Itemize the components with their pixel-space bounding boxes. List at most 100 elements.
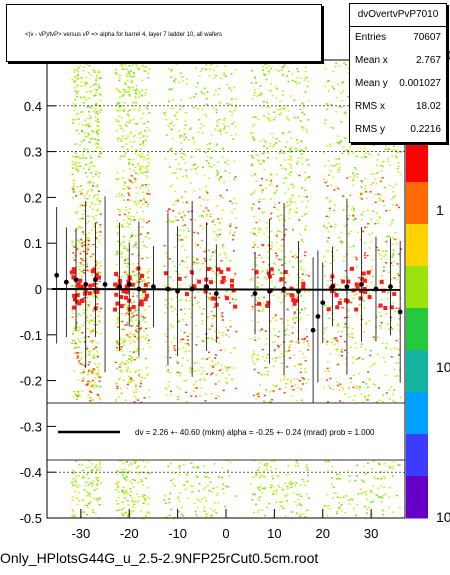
color-scale-segment xyxy=(406,165,428,170)
red-marker xyxy=(71,305,76,310)
red-marker xyxy=(72,297,77,302)
red-marker xyxy=(358,296,363,301)
color-scale-segment xyxy=(406,450,428,456)
color-scale-segment xyxy=(406,291,428,296)
red-marker xyxy=(131,305,136,310)
color-scale-segment xyxy=(406,400,428,406)
color-scale-segment xyxy=(406,379,428,385)
red-marker xyxy=(283,270,288,275)
red-marker xyxy=(143,297,148,302)
profile-point xyxy=(73,277,79,283)
color-scale-segment xyxy=(406,471,428,477)
profile-point xyxy=(126,282,132,287)
red-marker xyxy=(78,278,83,283)
red-marker xyxy=(139,299,144,304)
red-marker xyxy=(88,283,93,288)
red-marker xyxy=(354,307,359,312)
color-scale-segment xyxy=(406,232,428,238)
red-marker xyxy=(301,281,306,286)
red-marker xyxy=(123,295,128,300)
color-scale-segment xyxy=(406,219,428,225)
color-scale-segment xyxy=(406,459,428,464)
red-marker xyxy=(92,282,97,287)
red-marker xyxy=(140,273,145,278)
red-marker xyxy=(383,305,388,310)
color-scale-segment xyxy=(406,408,428,414)
red-marker xyxy=(230,283,235,288)
color-scale-segment xyxy=(406,350,428,355)
profile-point xyxy=(92,277,98,283)
red-marker xyxy=(290,293,295,298)
stats-value: 0.001027 xyxy=(399,78,441,89)
color-scale-segment xyxy=(406,320,428,326)
color-scale-segment xyxy=(406,463,428,469)
color-scale-segment xyxy=(406,467,428,473)
color-scale-segment xyxy=(406,492,428,498)
red-marker xyxy=(346,279,351,284)
color-scale-segment xyxy=(406,207,428,212)
y-tick-label: 0 xyxy=(35,282,42,297)
color-scale-segment xyxy=(406,442,428,448)
color-scale-segment xyxy=(406,438,428,443)
color-scale-segment xyxy=(406,245,428,250)
red-marker xyxy=(71,275,76,280)
y-tick-label: -0.5 xyxy=(20,511,42,526)
red-marker xyxy=(355,285,360,290)
red-marker xyxy=(119,304,124,309)
color-scale-segment xyxy=(406,161,428,166)
profile-point xyxy=(397,309,403,315)
stats-box: dvOvertvPvP7010 Entries 70607 Mean x 2.7… xyxy=(349,3,447,143)
y-tick-label: 0.1 xyxy=(24,236,42,251)
color-scale-segment xyxy=(406,308,428,313)
red-marker xyxy=(177,276,182,281)
color-scale-segment xyxy=(406,278,428,284)
y-tick-label: -0.3 xyxy=(20,419,42,434)
red-marker xyxy=(115,301,120,306)
stats-row-rms-x: RMS x 18.02 xyxy=(350,96,446,118)
color-scale-segment xyxy=(406,404,428,410)
red-marker xyxy=(392,291,397,296)
color-scale-segment xyxy=(406,375,428,380)
stats-key: Entries xyxy=(355,32,387,43)
color-scale-segment xyxy=(406,484,428,490)
color-scale-segment xyxy=(406,169,428,175)
x-tick-label: -20 xyxy=(120,526,139,541)
red-marker xyxy=(142,288,147,293)
red-marker xyxy=(136,266,141,271)
red-marker xyxy=(226,267,231,272)
x-tick-label: 30 xyxy=(364,526,378,541)
fit-line xyxy=(51,288,401,291)
color-scale-segment xyxy=(406,421,428,427)
color-scale-segment xyxy=(406,329,428,334)
color-scale-segment xyxy=(406,253,428,259)
profile-point xyxy=(252,291,258,296)
red-marker xyxy=(279,277,284,282)
y-tick-label: -0.1 xyxy=(20,328,42,343)
color-scale-segment xyxy=(406,249,428,254)
color-scale-segment xyxy=(406,434,428,439)
profile-point xyxy=(54,272,60,278)
red-marker xyxy=(326,307,331,312)
stats-value: 0.2216 xyxy=(410,124,441,135)
red-marker xyxy=(75,293,80,298)
color-scale-segment xyxy=(406,266,428,271)
stats-row-entries: Entries 70607 xyxy=(350,27,446,49)
red-marker xyxy=(291,297,296,302)
color-scale-segment xyxy=(406,152,428,158)
color-scale-segment xyxy=(406,476,428,481)
red-marker xyxy=(269,267,274,272)
y-tick-label: 0.2 xyxy=(24,190,42,205)
profile-point xyxy=(344,284,350,290)
color-scale-segment xyxy=(406,497,428,502)
profile-point xyxy=(117,284,122,290)
color-scale-segment xyxy=(406,203,428,208)
fit-result-text: dv = 2.26 +- 40.60 (mkm) alpha = -0.25 +… xyxy=(135,428,375,437)
red-marker xyxy=(126,279,131,284)
red-marker xyxy=(292,301,297,306)
stats-name: dvOvertvPvP7010 xyxy=(350,4,446,27)
red-marker xyxy=(224,296,229,301)
red-marker xyxy=(266,300,271,305)
red-marker xyxy=(77,285,82,290)
red-marker xyxy=(330,288,335,293)
